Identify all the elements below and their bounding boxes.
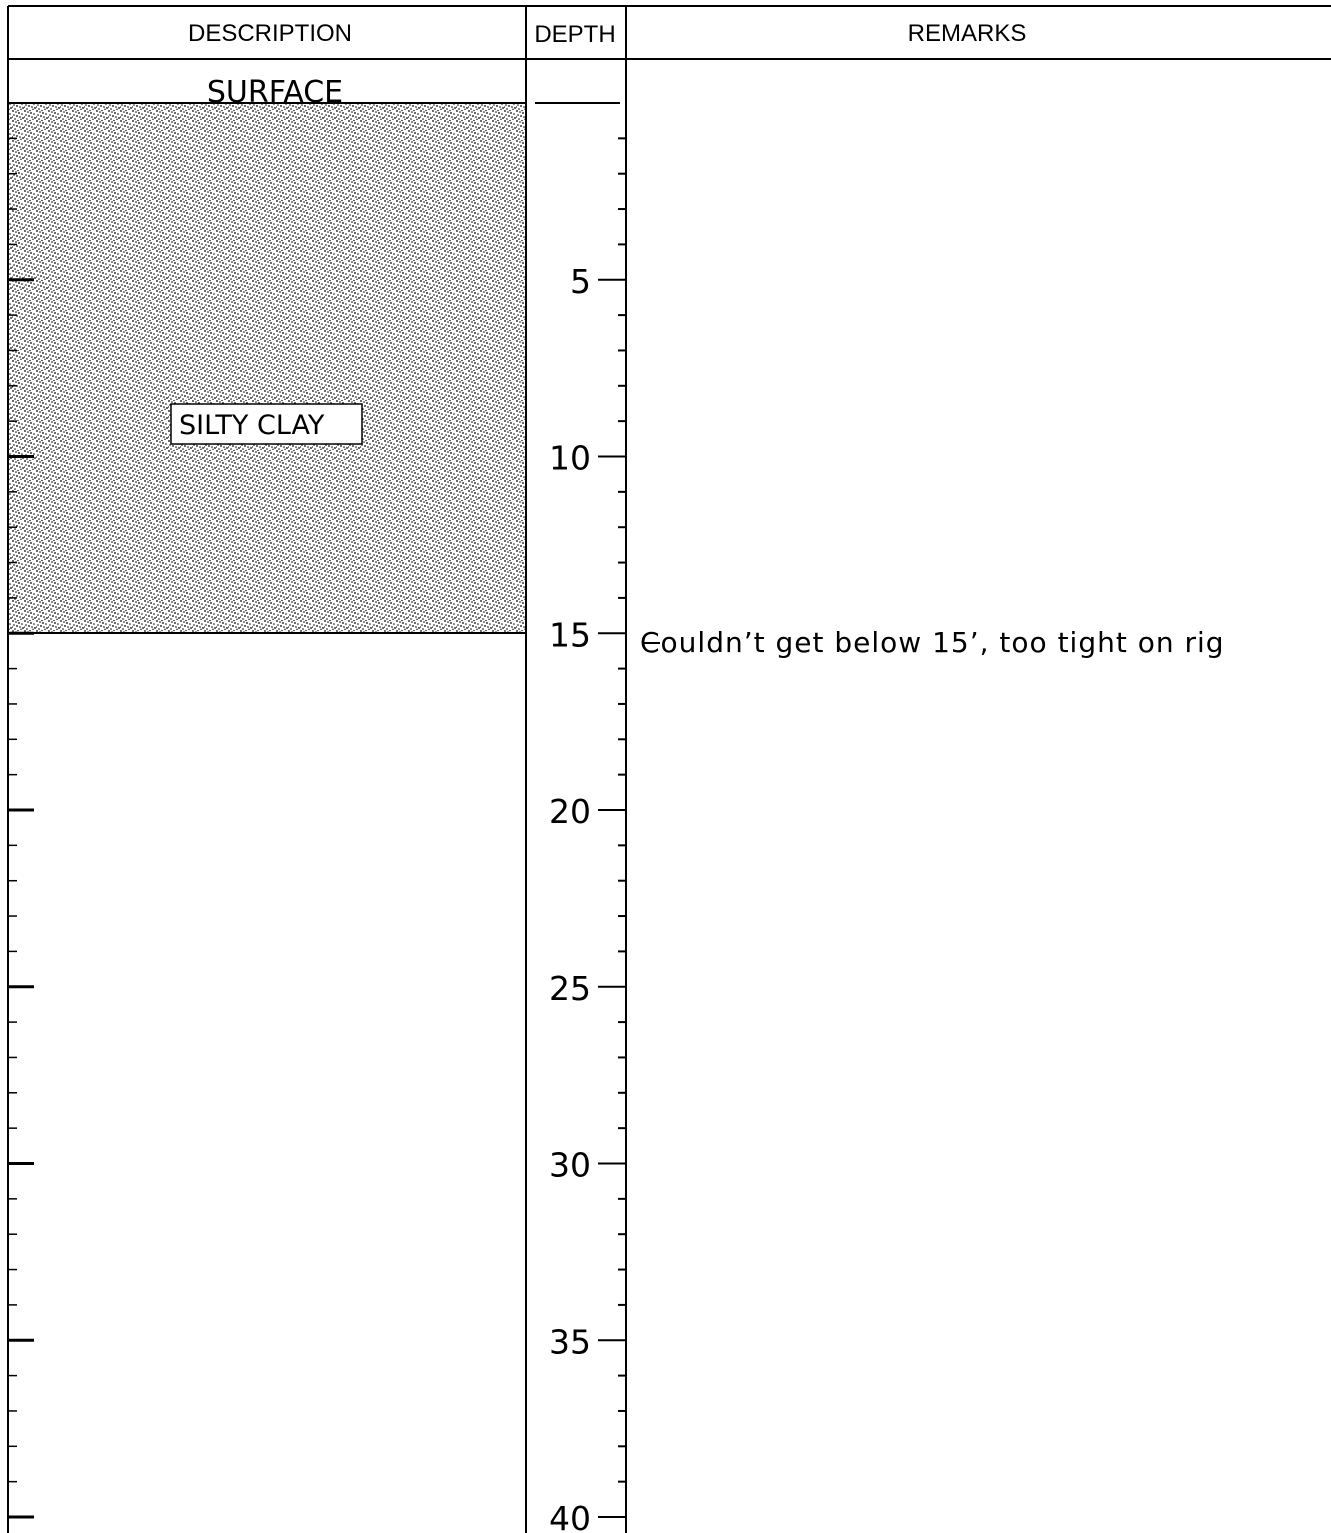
depth-ticks <box>8 137 626 1519</box>
depth-label: 5 <box>570 262 591 301</box>
depth-labels: 5 10 15 20 25 30 35 40 <box>549 262 591 1533</box>
soil-layer-silty-clay <box>7 102 527 634</box>
depth-label: 40 <box>549 1499 591 1533</box>
depth-label: 10 <box>549 439 591 478</box>
header-description: DESCRIPTION <box>188 20 352 47</box>
depth-label: 15 <box>549 615 591 654</box>
depth-label: 25 <box>549 969 591 1008</box>
header-remarks: REMARKS <box>908 20 1027 47</box>
depth-label: 35 <box>549 1322 591 1361</box>
header-depth: DEPTH <box>534 21 615 48</box>
layer-label-box <box>170 403 363 445</box>
remark-text: Couldn’t get below 15’, too tight on rig <box>640 626 1225 659</box>
depth-label: 20 <box>549 792 591 831</box>
layer-label: SILTY CLAY <box>179 410 325 441</box>
depth-label: 30 <box>549 1146 591 1185</box>
